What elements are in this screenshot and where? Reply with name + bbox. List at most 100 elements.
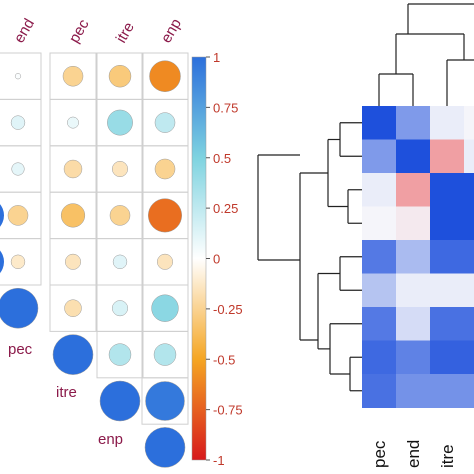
correlation-circle xyxy=(154,112,176,133)
correlation-circle xyxy=(10,115,26,130)
heatmap-cell xyxy=(464,206,474,241)
correlation-circle xyxy=(63,159,83,179)
heatmap-cell xyxy=(396,206,431,241)
correlation-circle-partial xyxy=(0,204,4,227)
heatmap-cell xyxy=(464,240,474,274)
heatmap-cell xyxy=(396,273,431,308)
heatmap-cell xyxy=(362,240,397,274)
column-label-end: end xyxy=(11,16,38,46)
correlation-circle xyxy=(108,64,132,88)
correlation-circle-partial xyxy=(0,250,4,274)
heatmap-cell xyxy=(430,139,465,174)
correlogram-grid xyxy=(0,52,189,425)
heatmap-column-label-pec: pec xyxy=(370,440,389,468)
heatmap-cell xyxy=(430,206,465,241)
heatmap-cell xyxy=(362,139,397,174)
colorbar-tick-label: 0.25 xyxy=(213,201,238,216)
correlation-circle xyxy=(10,254,26,269)
heatmap-cell xyxy=(362,374,397,408)
correlation-circle xyxy=(99,380,141,422)
correlation-circle xyxy=(11,162,25,176)
heatmap-cell xyxy=(464,340,474,375)
colorbar-tick-label: -0.5 xyxy=(213,352,235,367)
correlation-circles xyxy=(0,60,186,468)
heatmap-cell xyxy=(430,374,465,408)
correlation-circle xyxy=(149,60,181,92)
column-label-enp: enp xyxy=(158,16,185,46)
colorbar-tick-label: 1 xyxy=(213,50,220,65)
correlation-circle xyxy=(109,205,131,226)
heatmap-cell xyxy=(464,307,474,341)
diagonal-labels: pec itre enp xyxy=(8,341,123,448)
column-label-pec: pec xyxy=(66,16,93,46)
heatmap-cell xyxy=(464,139,474,174)
diagonal-label-pec: pec xyxy=(8,341,33,358)
heatmap-cell xyxy=(430,173,465,207)
colorbar-gradient xyxy=(191,56,207,461)
correlation-circle xyxy=(14,73,22,80)
correlation-circle xyxy=(145,381,185,421)
heatmap-cell xyxy=(396,106,431,140)
heatmap-cell xyxy=(362,273,397,308)
diagonal-label-itre: itre xyxy=(56,384,77,401)
correlation-circle xyxy=(112,254,128,269)
heatmap-cell xyxy=(430,273,465,308)
correlation-circle xyxy=(112,300,128,317)
colorbar: 1 0.75 0.5 0.25 0 -0.25 -0.5 -0.75 -1 xyxy=(191,50,243,468)
correlation-circle xyxy=(62,65,84,87)
heatmap-cell xyxy=(396,307,431,341)
correlation-circle xyxy=(108,343,132,366)
heatmap-cell xyxy=(396,340,431,375)
grid-cell xyxy=(49,284,97,332)
correlation-circle xyxy=(52,334,94,375)
grid-cell xyxy=(141,377,189,425)
colorbar-tick-label: -0.75 xyxy=(213,403,243,418)
diagonal-label-enp: enp xyxy=(98,431,123,448)
column-labels: end pec itre enp xyxy=(11,16,185,46)
heatmap-cell xyxy=(430,307,465,341)
heatmap-cell xyxy=(396,374,431,408)
correlation-circle xyxy=(157,253,173,270)
correlation-circle xyxy=(144,427,186,468)
correlation-circle xyxy=(60,203,86,228)
heatmap-cell xyxy=(464,173,474,207)
heatmap-cell xyxy=(362,206,397,241)
heatmap-column-label-enp: enp xyxy=(472,440,474,468)
heatmap-cell xyxy=(362,340,397,375)
correlation-circle xyxy=(112,161,128,177)
correlation-circle xyxy=(153,343,177,366)
correlation-circle xyxy=(154,158,176,180)
colorbar-tick-label: -1 xyxy=(213,453,225,468)
heatmap-cell xyxy=(396,139,431,174)
correlation-circle xyxy=(107,109,133,136)
heatmap-column-label-end: end xyxy=(404,440,423,468)
heatmap-cell xyxy=(430,240,465,274)
colorbar-tick-label: 0.75 xyxy=(213,100,238,115)
heatmap-column-label-itre: itre xyxy=(438,444,457,468)
row-dendrogram xyxy=(257,122,362,392)
correlation-circle xyxy=(67,116,79,129)
heatmap-cell xyxy=(396,240,431,274)
column-dendrogram xyxy=(378,3,474,106)
heatmap-cell xyxy=(430,340,465,375)
heatmap-cells xyxy=(362,106,474,408)
correlation-circle xyxy=(0,287,39,329)
correlation-circle xyxy=(7,205,29,226)
correlation-circle xyxy=(64,299,82,317)
correlation-circle xyxy=(65,253,81,270)
colorbar-tick-label: -0.25 xyxy=(213,302,243,317)
correlation-circle xyxy=(148,198,182,233)
heatmap-cell xyxy=(464,374,474,408)
colorbar-tick-label: 0 xyxy=(213,252,220,267)
colorbar-tick-label: 0.5 xyxy=(213,151,231,166)
heatmap-cell xyxy=(464,106,474,140)
grid-cell xyxy=(0,238,42,286)
clustered-heatmap-panel: pec end itre enp xyxy=(257,3,474,468)
heatmap-cell xyxy=(362,307,397,341)
heatmap-cell xyxy=(396,173,431,207)
column-label-itre: itre xyxy=(113,19,138,46)
grid-cell xyxy=(96,330,144,379)
heatmap-column-labels: pec end itre enp xyxy=(370,440,474,468)
